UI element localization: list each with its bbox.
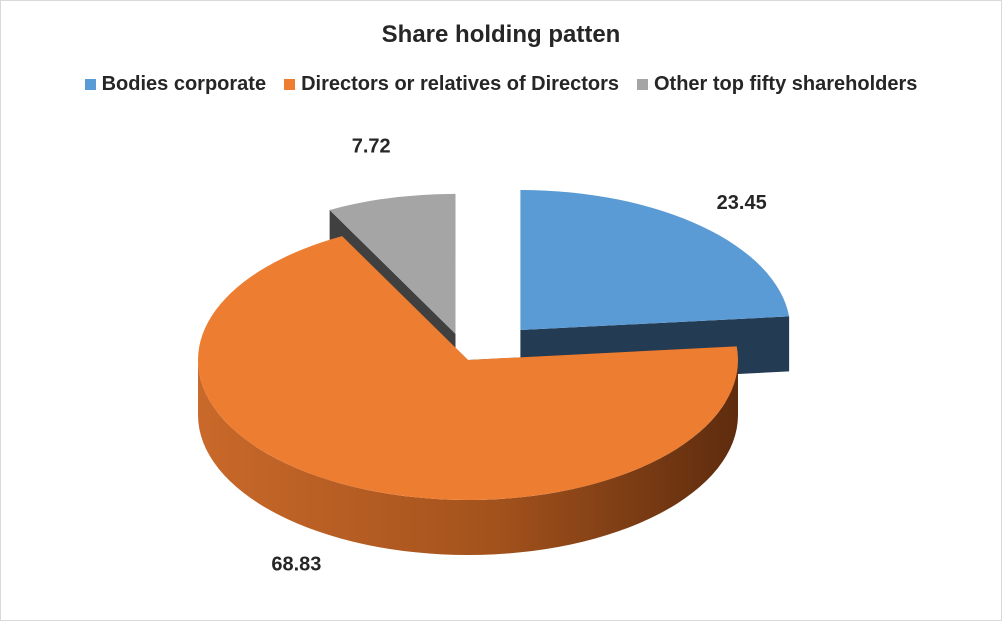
slice-top-1: [198, 236, 739, 501]
slice-top-0: [520, 190, 790, 331]
data-label-0: 23.45: [717, 192, 767, 214]
legend-label: Other top fifty shareholders: [654, 73, 918, 95]
pie-slice-1: [198, 236, 739, 555]
legend: Bodies corporate Directors or relatives …: [1, 73, 1001, 96]
data-label-1: 68.83: [271, 553, 321, 575]
chart-title: Share holding patten: [381, 21, 621, 48]
legend-swatch: [84, 79, 96, 90]
legend-swatch: [637, 79, 648, 90]
data-label-2: 7.72: [352, 135, 391, 157]
legend-label: Bodies corporate: [101, 73, 267, 95]
slice-top-2: [329, 193, 456, 334]
legend-item-other-top-fifty: Other top fifty shareholders: [637, 73, 917, 96]
legend-item-directors: Directors or relatives of Directors: [284, 73, 619, 96]
slice-outer-wall-1-0: [198, 360, 738, 555]
legend-label: Directors or relatives of Directors: [301, 73, 619, 95]
legend-item-bodies-corporate: Bodies corporate: [84, 73, 267, 96]
legend-swatch: [284, 79, 296, 90]
